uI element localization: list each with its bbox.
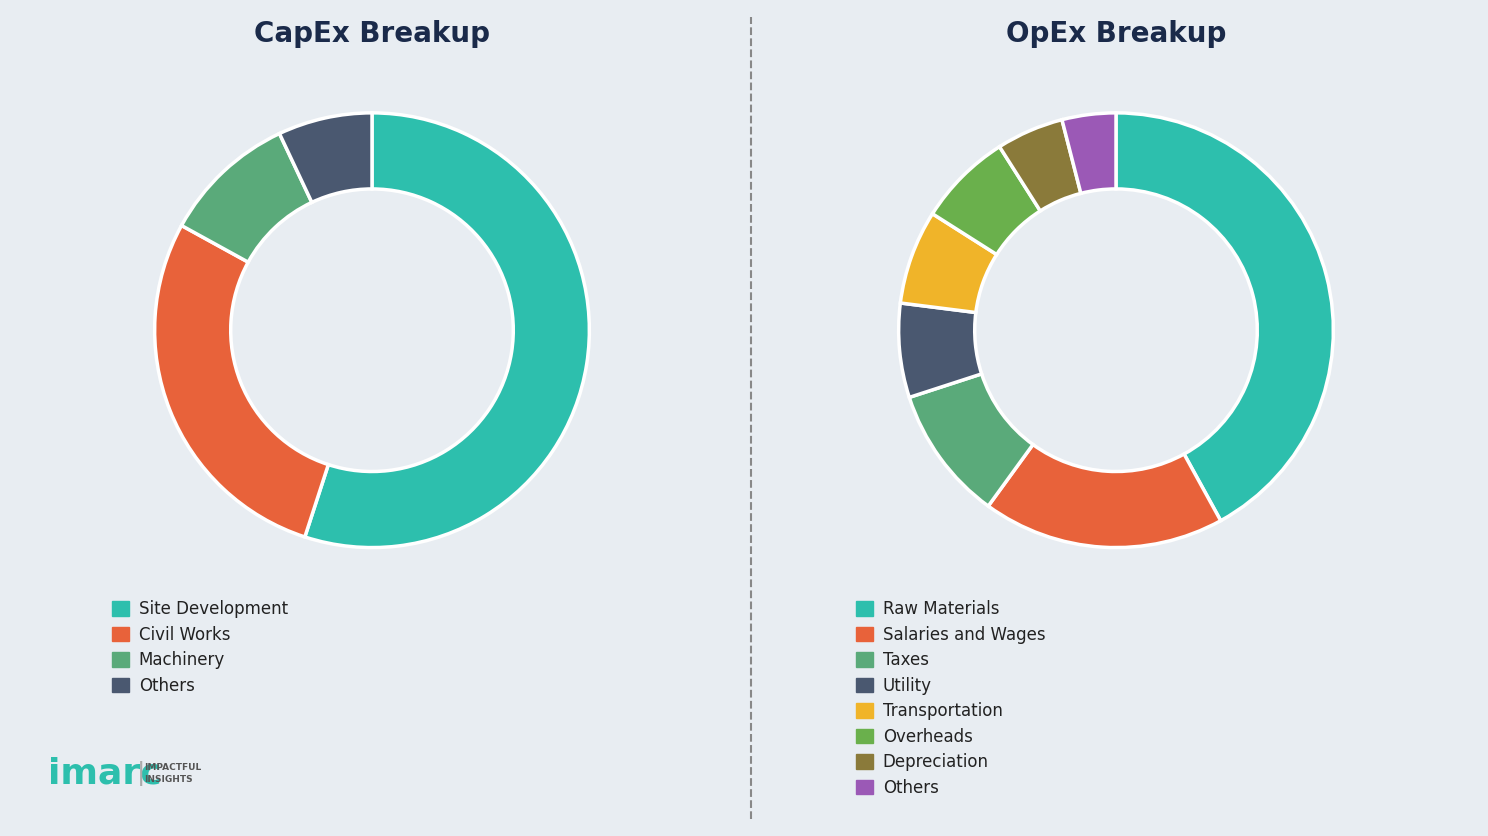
Wedge shape <box>988 445 1220 548</box>
Text: |: | <box>137 761 146 786</box>
Title: CapEx Breakup: CapEx Breakup <box>254 20 490 48</box>
Wedge shape <box>909 374 1033 506</box>
Wedge shape <box>1116 113 1333 521</box>
Wedge shape <box>899 303 982 397</box>
Wedge shape <box>155 226 329 537</box>
Legend: Raw Materials, Salaries and Wages, Taxes, Utility, Transportation, Overheads, De: Raw Materials, Salaries and Wages, Taxes… <box>850 594 1052 803</box>
Title: OpEx Breakup: OpEx Breakup <box>1006 20 1226 48</box>
Wedge shape <box>280 113 372 202</box>
Text: imarc: imarc <box>48 757 161 790</box>
Wedge shape <box>1062 113 1116 193</box>
Text: IMPACTFUL: IMPACTFUL <box>144 763 201 772</box>
Wedge shape <box>305 113 589 548</box>
Wedge shape <box>900 214 997 313</box>
Wedge shape <box>933 146 1040 254</box>
Wedge shape <box>1000 120 1080 211</box>
Legend: Site Development, Civil Works, Machinery, Others: Site Development, Civil Works, Machinery… <box>106 594 295 701</box>
Wedge shape <box>182 134 312 263</box>
Text: INSIGHTS: INSIGHTS <box>144 775 193 783</box>
